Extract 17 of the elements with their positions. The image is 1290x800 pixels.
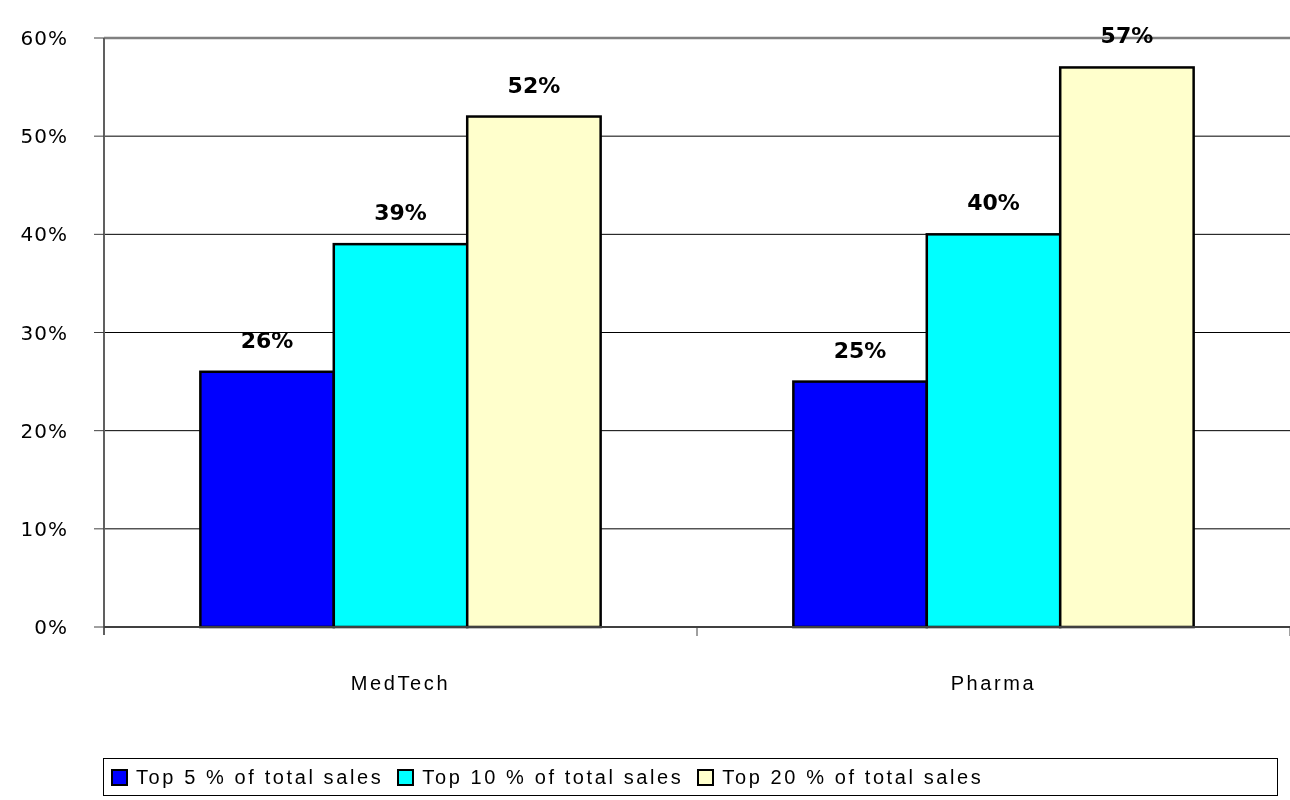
y-tick-label: 30% <box>20 320 68 345</box>
data-label: 52% <box>507 72 561 98</box>
y-tick-label: 40% <box>20 222 68 247</box>
data-label: 57% <box>1100 23 1154 49</box>
data-label: 40% <box>967 190 1020 216</box>
y-tick-label: 20% <box>20 418 68 443</box>
y-tick-label: 10% <box>20 516 68 541</box>
legend-label: Top 10 % of total sales <box>422 765 684 789</box>
y-tick-label: 60% <box>20 26 68 50</box>
y-tick-label: 50% <box>20 124 68 149</box>
data-label: 39% <box>374 200 427 226</box>
y-tick-label: 0% <box>34 615 68 639</box>
x-tick-label: MedTech <box>350 672 451 694</box>
legend-label: Top 5 % of total sales <box>136 765 384 789</box>
x-tick-label: Pharma <box>950 672 1037 694</box>
data-label: 25% <box>833 337 887 363</box>
legend-label: Top 20 % of total sales <box>722 765 984 789</box>
